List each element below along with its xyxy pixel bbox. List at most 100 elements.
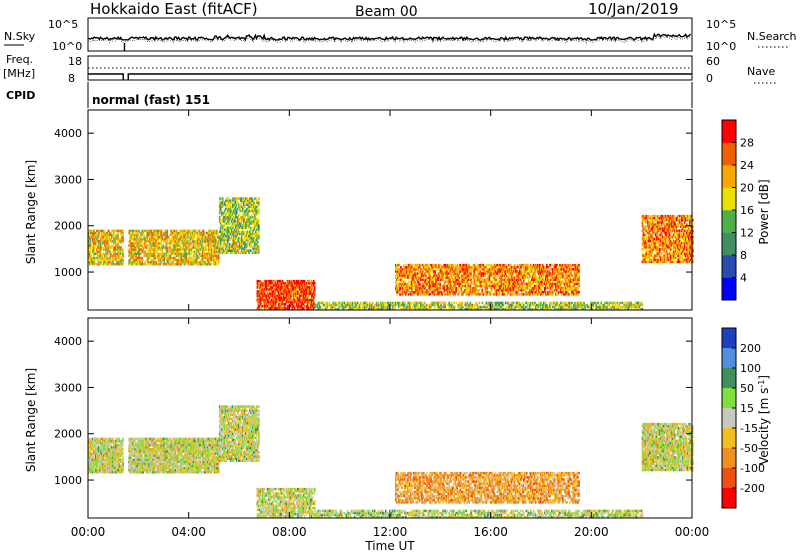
- heatmap-cell: [229, 205, 232, 209]
- heatmap-cell: [97, 258, 99, 262]
- heatmap-cell: [303, 294, 306, 297]
- heatmap-cell: [352, 305, 355, 309]
- heatmap-cell: [409, 276, 411, 279]
- heatmap-cell: [172, 244, 175, 247]
- heatmap-cell: [422, 303, 424, 307]
- heatmap-cell: [250, 226, 252, 229]
- heatmap-cell: [98, 244, 100, 247]
- heatmap-cell: [156, 250, 159, 253]
- heatmap-cell: [115, 256, 117, 260]
- heatmap-cell: [437, 305, 439, 309]
- heatmap-cell: [391, 307, 393, 311]
- heatmap-cell: [225, 230, 228, 234]
- heatmap-cell: [396, 293, 398, 296]
- heatmap-cell: [166, 263, 169, 266]
- heatmap-cell: [521, 305, 524, 309]
- heatmap-cell: [295, 279, 298, 283]
- heatmap-cell: [418, 272, 420, 275]
- heatmap-cell: [177, 248, 180, 251]
- heatmap-cell: [225, 218, 228, 221]
- heatmap-cell: [401, 284, 403, 288]
- heatmap-cell: [604, 301, 606, 305]
- heatmap-cell: [493, 305, 496, 309]
- heatmap-cell: [594, 301, 596, 305]
- heatmap-cell: [639, 303, 642, 307]
- heatmap-cell: [115, 242, 117, 245]
- heatmap-cell: [347, 301, 350, 305]
- heatmap-cell: [286, 298, 289, 302]
- heatmap-cell: [184, 258, 187, 262]
- heatmap-cell: [164, 240, 167, 243]
- heatmap-cell: [435, 276, 437, 279]
- heatmap-cell: [187, 229, 190, 233]
- heatmap-cell: [226, 226, 229, 229]
- heatmap-cell: [319, 301, 322, 305]
- heatmap-cell: [422, 268, 424, 271]
- heatmap-cell: [442, 301, 444, 305]
- heatmap-cell: [212, 250, 215, 253]
- heatmap-cell: [469, 303, 472, 307]
- heatmap-cell: [173, 231, 176, 235]
- heatmap-cell: [230, 249, 233, 252]
- heatmap-cell: [380, 307, 383, 311]
- heatmap-cell: [92, 258, 94, 262]
- heatmap-cell: [190, 256, 193, 260]
- heatmap-cell: [134, 248, 136, 251]
- heatmap-cell: [502, 303, 505, 307]
- heatmap-cell: [242, 226, 244, 229]
- heatmap-cell: [107, 248, 109, 251]
- heatmap-cell: [141, 248, 143, 251]
- heatmap-cell: [180, 263, 183, 266]
- heatmap-cell: [242, 213, 244, 217]
- heatmap-cell: [256, 209, 258, 213]
- heatmap-cell: [135, 260, 137, 264]
- heatmap-cell: [603, 301, 605, 305]
- heatmap-cell: [251, 203, 253, 206]
- heatmap-cell: [412, 301, 414, 305]
- heatmap-cell: [308, 294, 310, 297]
- heatmap-cell: [258, 236, 260, 240]
- heatmap-cell: [263, 288, 266, 291]
- heatmap-cell: [113, 254, 115, 258]
- heatmap-cell: [243, 205, 245, 209]
- heatmap-cell: [214, 244, 217, 247]
- heatmap-cell: [621, 305, 624, 309]
- heatmap-cell: [295, 290, 298, 293]
- heatmap-cell: [174, 258, 177, 262]
- heatmap-cell: [567, 303, 569, 307]
- heatmap-cell: [302, 294, 305, 297]
- heatmap-cell: [397, 284, 399, 288]
- heatmap-cell: [512, 303, 515, 307]
- heatmap-cell: [172, 258, 175, 262]
- heatmap-cell: [271, 296, 274, 300]
- heatmap-cell: [228, 199, 231, 202]
- heatmap-cell: [236, 236, 238, 240]
- heatmap-cell: [152, 231, 154, 235]
- heatmap-cell: [99, 233, 101, 237]
- heatmap-cell: [428, 270, 430, 273]
- heatmap-cell: [502, 307, 505, 311]
- heatmap-cell: [495, 307, 498, 311]
- heatmap-cell: [156, 252, 159, 256]
- heatmap-cell: [251, 199, 253, 202]
- heatmap-cell: [482, 291, 485, 294]
- heatmap-cell: [258, 290, 261, 293]
- heatmap-cell: [405, 293, 407, 296]
- heatmap-cell: [149, 229, 151, 233]
- heatmap-cell: [414, 284, 416, 288]
- heatmap-cell: [130, 256, 132, 260]
- heatmap-cell: [401, 276, 403, 279]
- heatmap-cell: [421, 278, 423, 281]
- heatmap-cell: [184, 263, 187, 266]
- heatmap-cell: [159, 256, 162, 260]
- heatmap-cell: [498, 303, 501, 307]
- heatmap-cell: [208, 240, 211, 243]
- heatmap-cell: [260, 307, 263, 310]
- heatmap-cell: [429, 293, 431, 296]
- heatmap-cell: [239, 245, 241, 248]
- heatmap-cell: [173, 252, 176, 256]
- heatmap-cell: [267, 300, 270, 304]
- heatmap-cell: [275, 300, 278, 304]
- heatmap-cell: [506, 307, 509, 311]
- heatmap-cell: [375, 307, 378, 311]
